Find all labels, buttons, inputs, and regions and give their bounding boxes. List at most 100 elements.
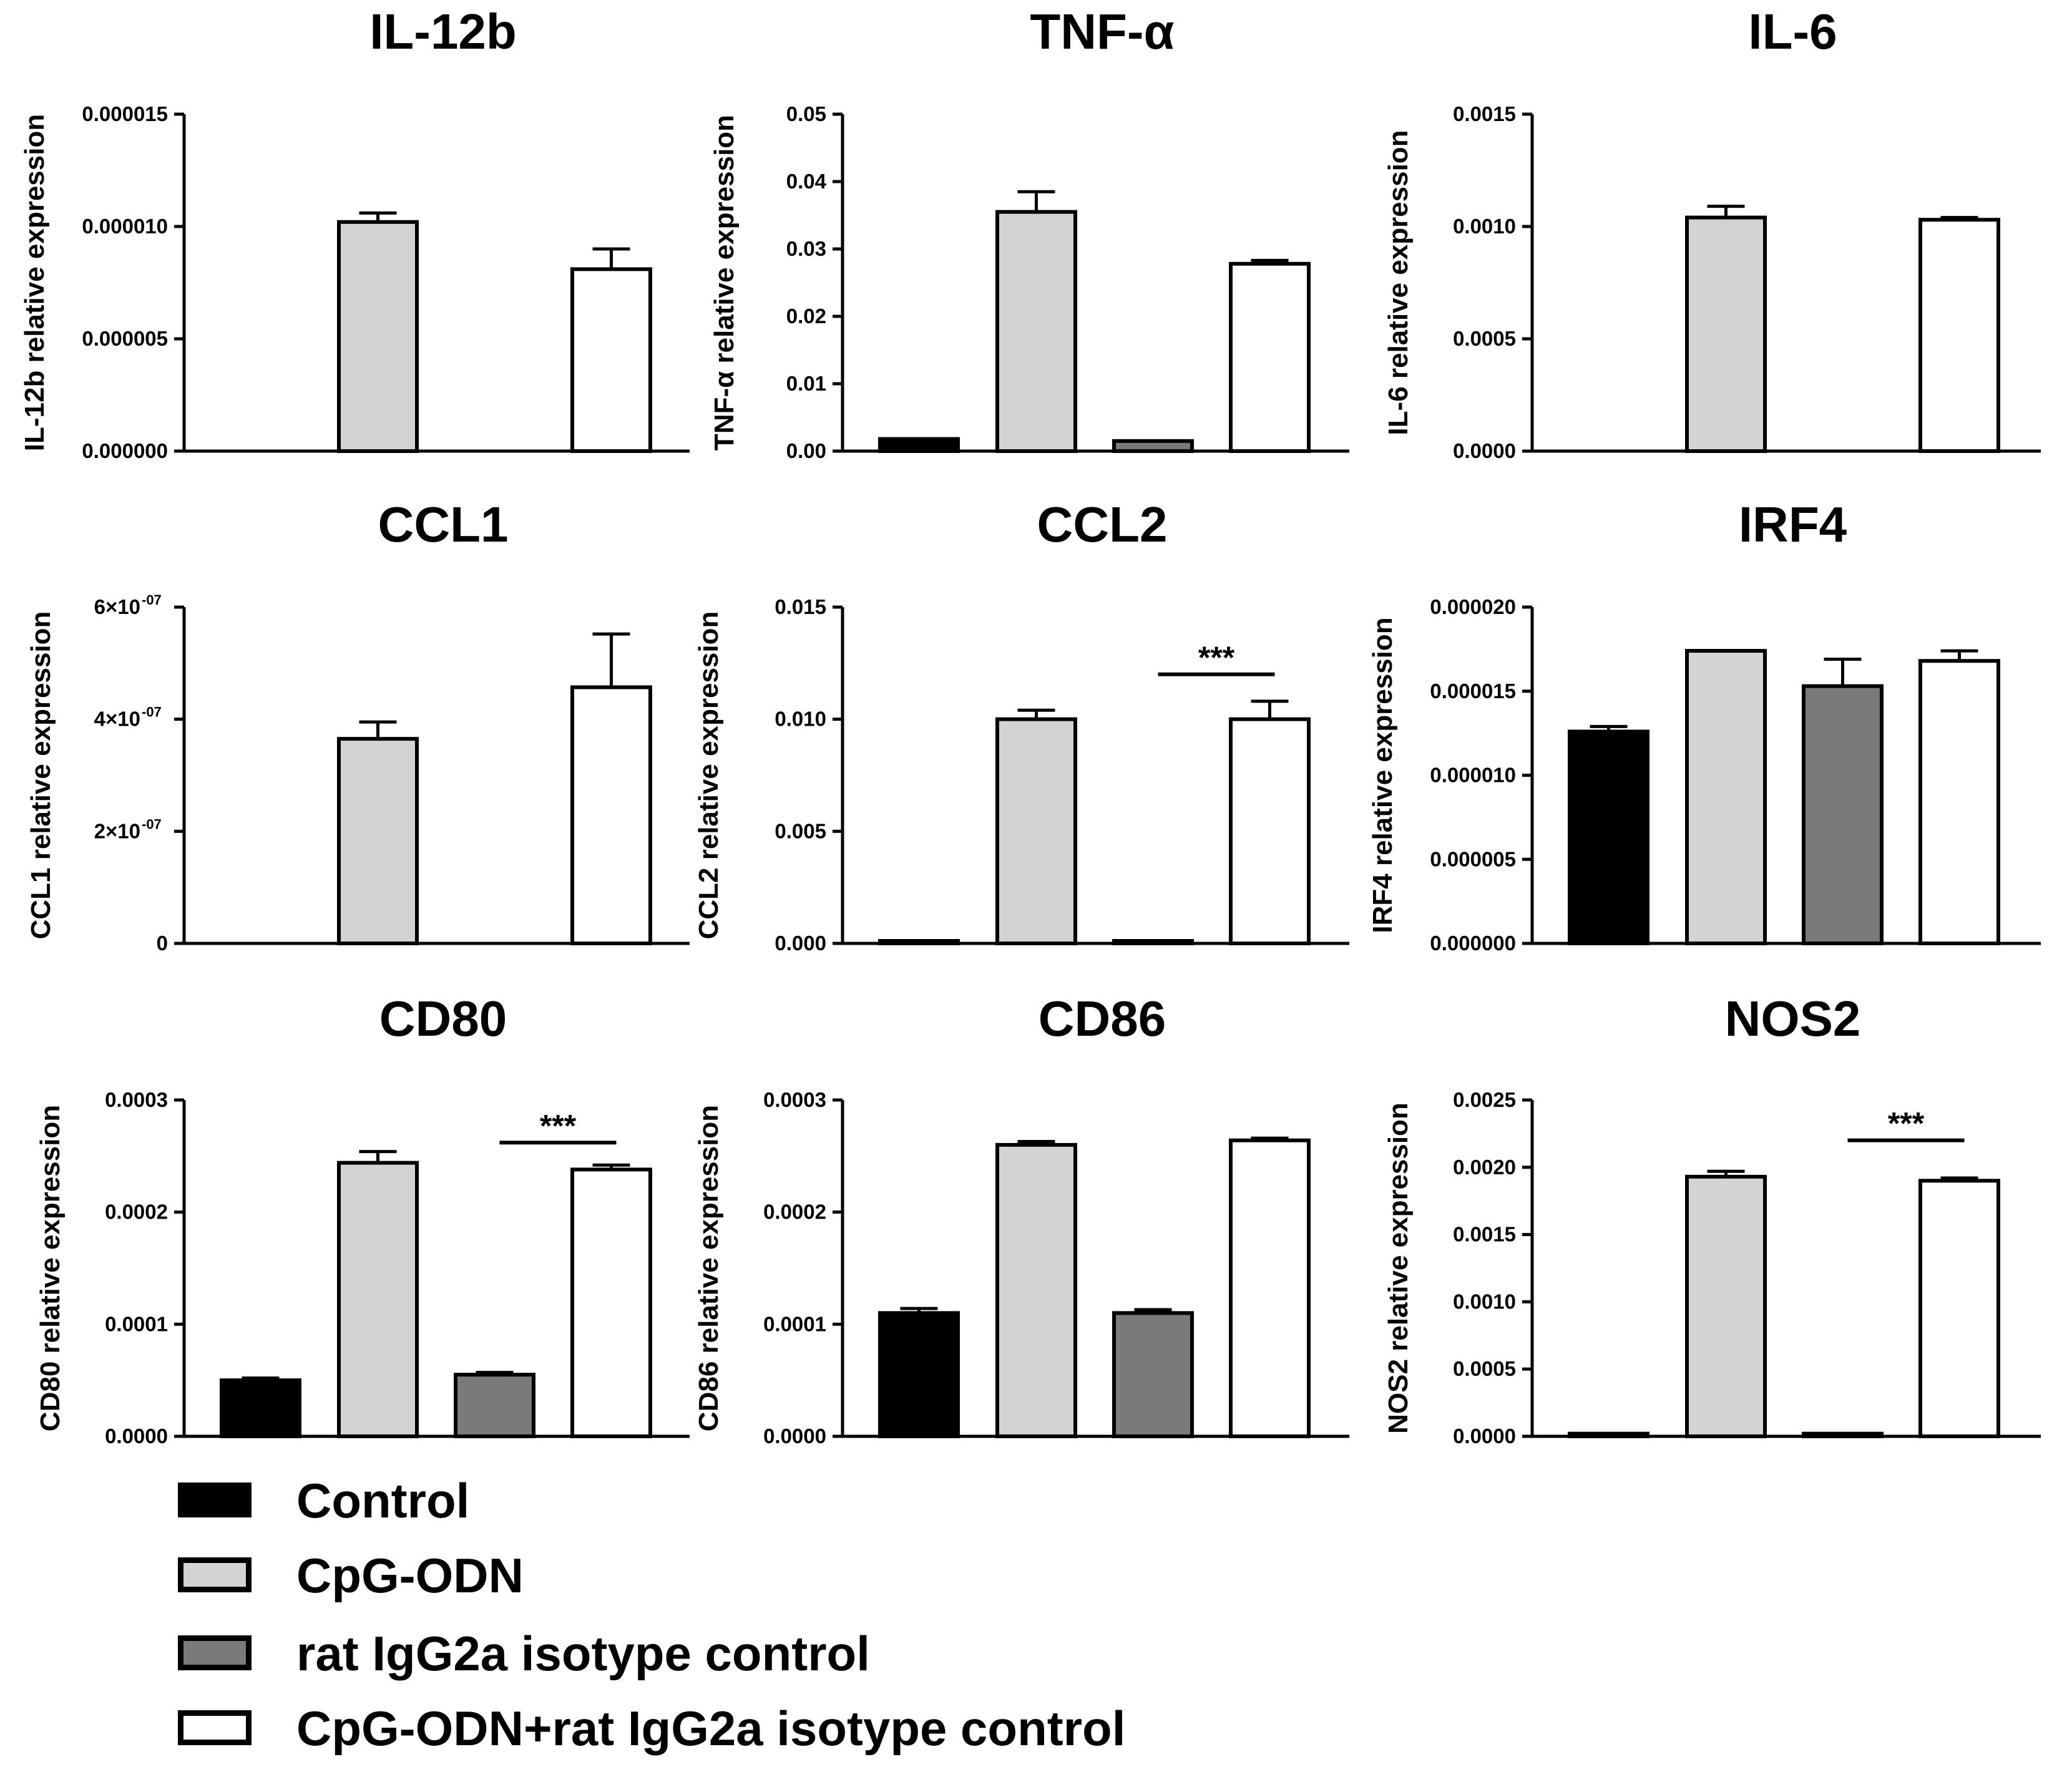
- chart-panel-7: CD86 0.0000 0.0001 0.0002 0.0003 CD86 relativ…: [693, 991, 1349, 1448]
- legend-label-cpg-isotype: CpG-ODN+rat IgG2a isotype control: [296, 1701, 1126, 1756]
- chart-title: CD86: [1038, 991, 1166, 1046]
- y-tick-exponent: -07: [142, 816, 162, 832]
- y-tick-label: 0.0002: [763, 1200, 826, 1224]
- y-tick-label: 0.0025: [1453, 1088, 1516, 1111]
- bar-ccl1-3: [570, 685, 652, 945]
- bar-ccl2-0: [878, 939, 960, 945]
- bar-cd80-3: [570, 1167, 652, 1438]
- y-axis-label: NOS2 relative expression: [1383, 1103, 1414, 1434]
- legend-swatch-cpg-odn: [178, 1557, 252, 1592]
- bar-irf4-2: [1802, 684, 1884, 946]
- bar-il-6-1: [1685, 215, 1767, 453]
- y-tick-label: 0.000000: [82, 439, 168, 462]
- chart-title: TNF-α: [1030, 4, 1174, 59]
- y-tick-label: 6×10: [94, 595, 140, 618]
- y-tick-label: 0.000015: [82, 102, 168, 125]
- bar-irf4-1: [1685, 649, 1767, 945]
- y-tick-label: 0.000: [775, 932, 826, 955]
- chart-title: CCL1: [378, 497, 509, 552]
- y-tick-label: 0.0003: [105, 1088, 168, 1111]
- chart-title: CCL2: [1037, 497, 1168, 552]
- y-tick-label: 0.005: [775, 819, 826, 842]
- bar-irf4-0: [1568, 729, 1649, 946]
- chart-title: IRF4: [1739, 497, 1847, 552]
- bar-ccl1-1: [337, 737, 419, 945]
- legend-swatch-isotype: [178, 1635, 252, 1670]
- y-axis-label: CCL2 relative expression: [693, 611, 724, 940]
- bar-cd80-0: [220, 1378, 301, 1439]
- y-tick-label: 0.0000: [1453, 1424, 1516, 1448]
- y-axis-label: CCL1 relative expression: [26, 611, 56, 940]
- y-tick-label: 0.0005: [1453, 327, 1516, 350]
- y-tick-label: 0.0005: [1453, 1357, 1516, 1380]
- y-tick-label: 0.00: [786, 439, 826, 462]
- y-axis-label: CD80 relative expression: [35, 1105, 66, 1431]
- bar-nos2-3: [1918, 1179, 2000, 1438]
- y-tick-label: 0.04: [786, 170, 827, 193]
- y-tick-label: 0.0001: [105, 1312, 168, 1335]
- bar-cd86-1: [995, 1142, 1077, 1439]
- significance-label: ***: [1198, 640, 1235, 675]
- y-tick-label: 0.000005: [82, 327, 168, 350]
- chart-title: IL-12b: [369, 4, 517, 59]
- chart-panel-5: IRF4 0.000000 0.000005 0.000010 0.000015 0.00…: [1367, 497, 2041, 955]
- bar-cd80-1: [337, 1161, 419, 1438]
- y-tick-label: 0.000010: [1430, 764, 1516, 787]
- y-tick-label: 0.000020: [1430, 595, 1516, 618]
- y-tick-label: 0.0015: [1453, 1223, 1516, 1246]
- y-tick-label: 0.0000: [763, 1424, 826, 1448]
- y-tick-label: 0.0015: [1453, 102, 1516, 125]
- y-tick-label: 0.02: [786, 304, 826, 328]
- bar-nos2-1: [1685, 1174, 1767, 1438]
- legend-swatch-cpg-isotype: [178, 1710, 252, 1745]
- y-tick-label: 2×10: [94, 819, 140, 842]
- bar-cd86-3: [1229, 1138, 1311, 1439]
- y-tick-label: 0.000005: [1430, 847, 1516, 870]
- y-tick-label: 0.05: [786, 102, 826, 125]
- chart-title: IL-6: [1748, 4, 1837, 59]
- bar-tnf--3: [1229, 261, 1311, 453]
- chart-panel-6: CD80 0.0000 0.0001 0.0002 0.0003 CD80 relativ…: [35, 991, 690, 1448]
- bar-cd86-0: [878, 1311, 960, 1439]
- bar-cd86-2: [1112, 1311, 1194, 1439]
- y-tick-label: 0.000015: [1430, 679, 1516, 703]
- bar-nos2-2: [1802, 1431, 1884, 1438]
- y-axis-label: IL-12b relative expression: [19, 114, 50, 451]
- significance-label: ***: [540, 1108, 577, 1143]
- y-tick-label: 0.000010: [82, 215, 168, 238]
- legend-label-cpg-odn: CpG-ODN: [296, 1548, 524, 1603]
- legend-swatch-control: [178, 1482, 252, 1517]
- bar-irf4-3: [1918, 659, 2000, 945]
- y-tick-label: 0.03: [786, 237, 826, 260]
- bar-il-6-3: [1918, 218, 2000, 453]
- y-axis-label: IL-6 relative expression: [1383, 130, 1414, 435]
- chart-title: NOS2: [1725, 991, 1861, 1046]
- y-tick-label: 0.000000: [1430, 932, 1516, 955]
- bar-tnf--2: [1112, 439, 1194, 453]
- y-tick-label: 0.0020: [1453, 1156, 1516, 1179]
- legend-label-control: Control: [296, 1473, 470, 1528]
- legend-label-isotype: rat IgG2a isotype control: [296, 1626, 870, 1681]
- y-tick-label: 0.0000: [1453, 439, 1516, 462]
- y-tick-exponent: -07: [142, 704, 162, 720]
- y-tick-label: 0.0010: [1453, 215, 1516, 238]
- y-tick-label: 0.0001: [763, 1312, 826, 1335]
- y-tick-label: 0.0003: [763, 1088, 826, 1111]
- bar-nos2-0: [1568, 1431, 1649, 1438]
- chart-title: CD80: [379, 991, 507, 1046]
- y-tick-label: 0.010: [775, 708, 826, 731]
- bar-ccl2-1: [995, 717, 1077, 945]
- y-tick-label: 0.01: [786, 372, 826, 395]
- y-tick-exponent: -07: [142, 592, 162, 608]
- y-tick-label: 4×10: [94, 708, 140, 731]
- chart-panel-2: IL-6 0.0000 0.0005 0.0010 0.0015 IL-6 relativ…: [1383, 4, 2041, 462]
- chart-panel-8: NOS2 0.0000 0.0005 0.0010 0.0015 0.0020 0.0025…: [1383, 991, 2041, 1448]
- y-axis-label: TNF-α relative expression: [709, 115, 740, 450]
- y-tick-label: 0.015: [775, 595, 826, 618]
- significance-label: ***: [1888, 1106, 1925, 1141]
- bar-tnf--0: [878, 437, 960, 453]
- bar-tnf--1: [995, 210, 1077, 453]
- y-tick-label: 0.0010: [1453, 1290, 1516, 1313]
